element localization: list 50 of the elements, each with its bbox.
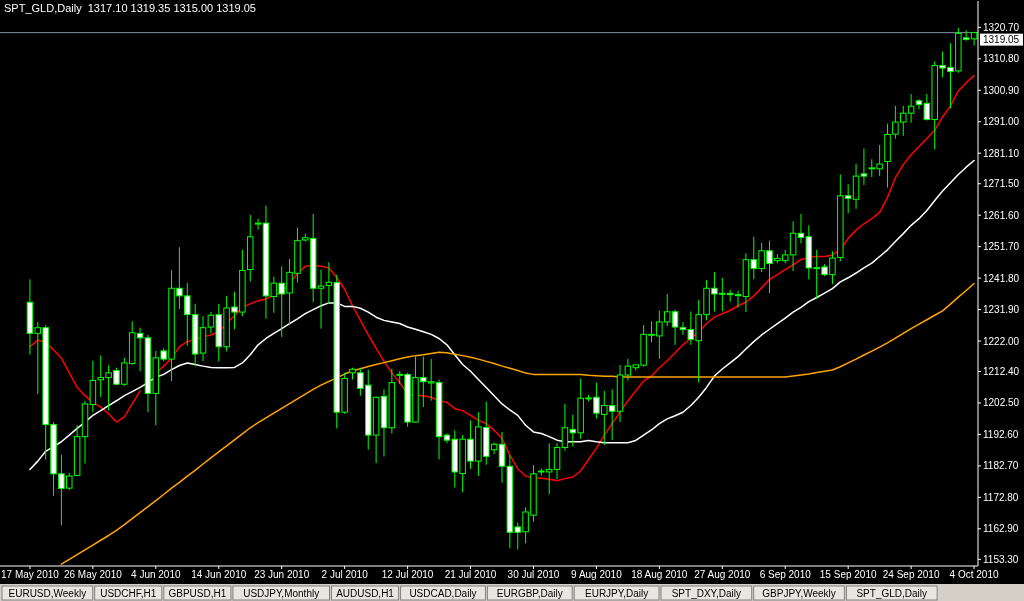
y-tick-label: 1310.80 (983, 53, 1020, 65)
ref-line-label: 1319.05 (983, 34, 1020, 46)
text: USDCAD,Daily (409, 587, 477, 599)
x-tick-label: 24 Sep 2010 (882, 569, 940, 580)
y-tick-label: 1241.80 (983, 272, 1020, 284)
y-tick-label: 1231.90 (983, 304, 1020, 316)
chart-title: SPT_GLD,Daily 1317.10 1319.35 1315.00 1319.05 (4, 2, 256, 14)
y-tick-label: 1212.40 (983, 366, 1020, 378)
text: EURUSD,Weekly (8, 587, 87, 599)
y-tick-label: 1153.30 (983, 553, 1019, 565)
y-tick-label: 1172.80 (983, 491, 1019, 503)
text: SPT_DXY,Daily (671, 587, 741, 599)
x-tick-label: 6 Sep 2010 (759, 569, 812, 580)
x-tick-label: 12 Jul 2010 (381, 569, 434, 580)
y-tick-label: 1162.90 (983, 523, 1019, 535)
text: EURJPY,Daily (585, 587, 649, 599)
y-tick-label: 1251.70 (983, 241, 1020, 253)
x-tick-label: 21 Jul 2010 (444, 569, 497, 580)
y-tick-label: 1261.60 (983, 209, 1020, 221)
y-tick-label: 1291.00 (983, 116, 1020, 128)
x-tick-label: 30 Jul 2010 (507, 569, 560, 580)
x-tick-label: 4 Oct 2010 (949, 569, 999, 580)
x-tick-label: 27 Aug 2010 (694, 569, 751, 580)
y-tick-label: 1192.60 (983, 428, 1019, 440)
x-tick-label: 23 Jun 2010 (254, 569, 310, 580)
text: GBPJPY,Weekly (762, 587, 836, 599)
y-tick-label: 1320.70 (983, 21, 1020, 33)
text: EURGBP,Daily (496, 587, 563, 599)
candlestick (860, 147, 868, 186)
text: USDCHF,H1 (100, 587, 157, 599)
x-tick-label: 4 Jun 2010 (131, 569, 181, 580)
line-series (29, 159, 975, 471)
y-tick-label: 1300.90 (983, 84, 1020, 96)
y-tick-label: 1271.50 (983, 178, 1020, 190)
y-tick-label: 1182.70 (983, 460, 1019, 472)
x-tick-label: 17 May 2010 (1, 569, 60, 580)
text: GBPUSD,H1 (168, 587, 227, 599)
text: USDJPY,Monthly (243, 587, 320, 599)
text: SPT_GLD,Daily (856, 587, 928, 599)
line-series (60, 282, 975, 565)
y-tick-label: 1202.50 (983, 397, 1020, 409)
text: AUDUSD,H1 (336, 587, 395, 599)
x-tick-label: 15 Sep 2010 (819, 569, 877, 580)
y-tick-label: 1281.10 (983, 147, 1020, 159)
x-tick-label: 26 May 2010 (63, 569, 123, 580)
x-tick-label: 18 Aug 2010 (631, 569, 688, 580)
x-tick-label: 14 Jun 2010 (191, 569, 247, 580)
y-tick-label: 1222.00 (983, 335, 1020, 347)
x-tick-label: 9 Aug 2010 (571, 569, 623, 580)
x-tick-label: 2 Jul 2010 (321, 569, 369, 580)
